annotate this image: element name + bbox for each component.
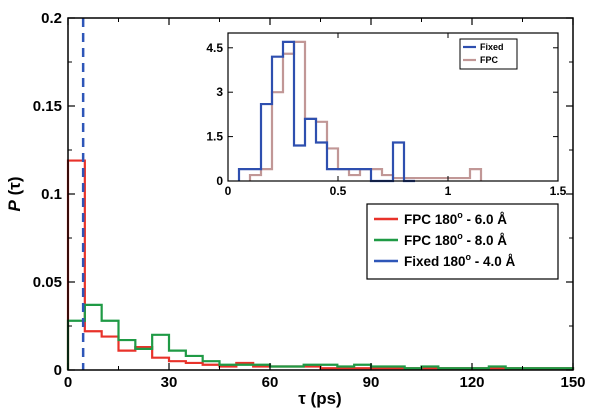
main-legend: FPC 180o - 6.0 Å FPC 180o - 8.0 Å Fixed …: [366, 203, 559, 280]
inset-frame: [227, 32, 559, 182]
inset-legend: Fixed FPC: [459, 38, 518, 70]
inset-legend-label-fixed: Fixed: [480, 42, 504, 52]
x-tick-label-60: 60: [262, 374, 279, 391]
inset-axis-ticks: 0 0.5 1 1.5 0 1.5 3 4.5: [206, 33, 567, 198]
inset-x-tick-label-0.5: 0.5: [330, 184, 347, 198]
y-tick-label-0.2: 0.2: [41, 10, 62, 27]
legend-label-fpc-6: FPC 180o - 6.0 Å: [404, 210, 507, 227]
y-axis-label-rest: (τ): [5, 177, 24, 201]
inset-y-tick-label-1.5: 1.5: [206, 130, 223, 144]
legend-label-fpc-8: FPC 180o - 8.0 Å: [404, 231, 507, 248]
inset-chart: 0 0.5 1 1.5 0 1.5 3 4.5 Fixed FPC: [206, 32, 567, 198]
x-tick-label-150: 150: [560, 374, 585, 391]
y-tick-label-0.05: 0.05: [33, 274, 62, 291]
inset-y-tick-label-3: 3: [216, 85, 223, 99]
y-tick-label-0: 0: [54, 362, 62, 379]
y-axis-label-p: P: [5, 199, 24, 211]
x-tick-label-30: 30: [161, 374, 178, 391]
inset-y-tick-label-4.5: 4.5: [206, 41, 223, 55]
y-axis-label: P (τ): [5, 177, 24, 212]
x-tick-label-0: 0: [64, 374, 72, 391]
inset-x-tick-label-1.5: 1.5: [550, 184, 567, 198]
x-tick-label-90: 90: [363, 374, 380, 391]
x-tick-label-120: 120: [459, 374, 484, 391]
inset-legend-box: [459, 38, 518, 70]
x-axis-label: τ (ps): [298, 389, 341, 408]
inset-y-tick-label-0: 0: [216, 174, 223, 188]
main-legend-box: [366, 203, 559, 280]
legend-label-fixed-4: Fixed 180o - 4.0 Å: [404, 252, 516, 269]
inset-x-tick-label-0: 0: [225, 184, 232, 198]
y-tick-label-0.1: 0.1: [41, 186, 62, 203]
main-histogram-series: [66, 18, 575, 370]
inset-legend-label-fpc: FPC: [480, 55, 499, 65]
y-tick-label-0.15: 0.15: [33, 98, 62, 115]
inset-x-tick-label-1: 1: [445, 184, 452, 198]
main-series-fpc-8-outline: [66, 303, 575, 370]
